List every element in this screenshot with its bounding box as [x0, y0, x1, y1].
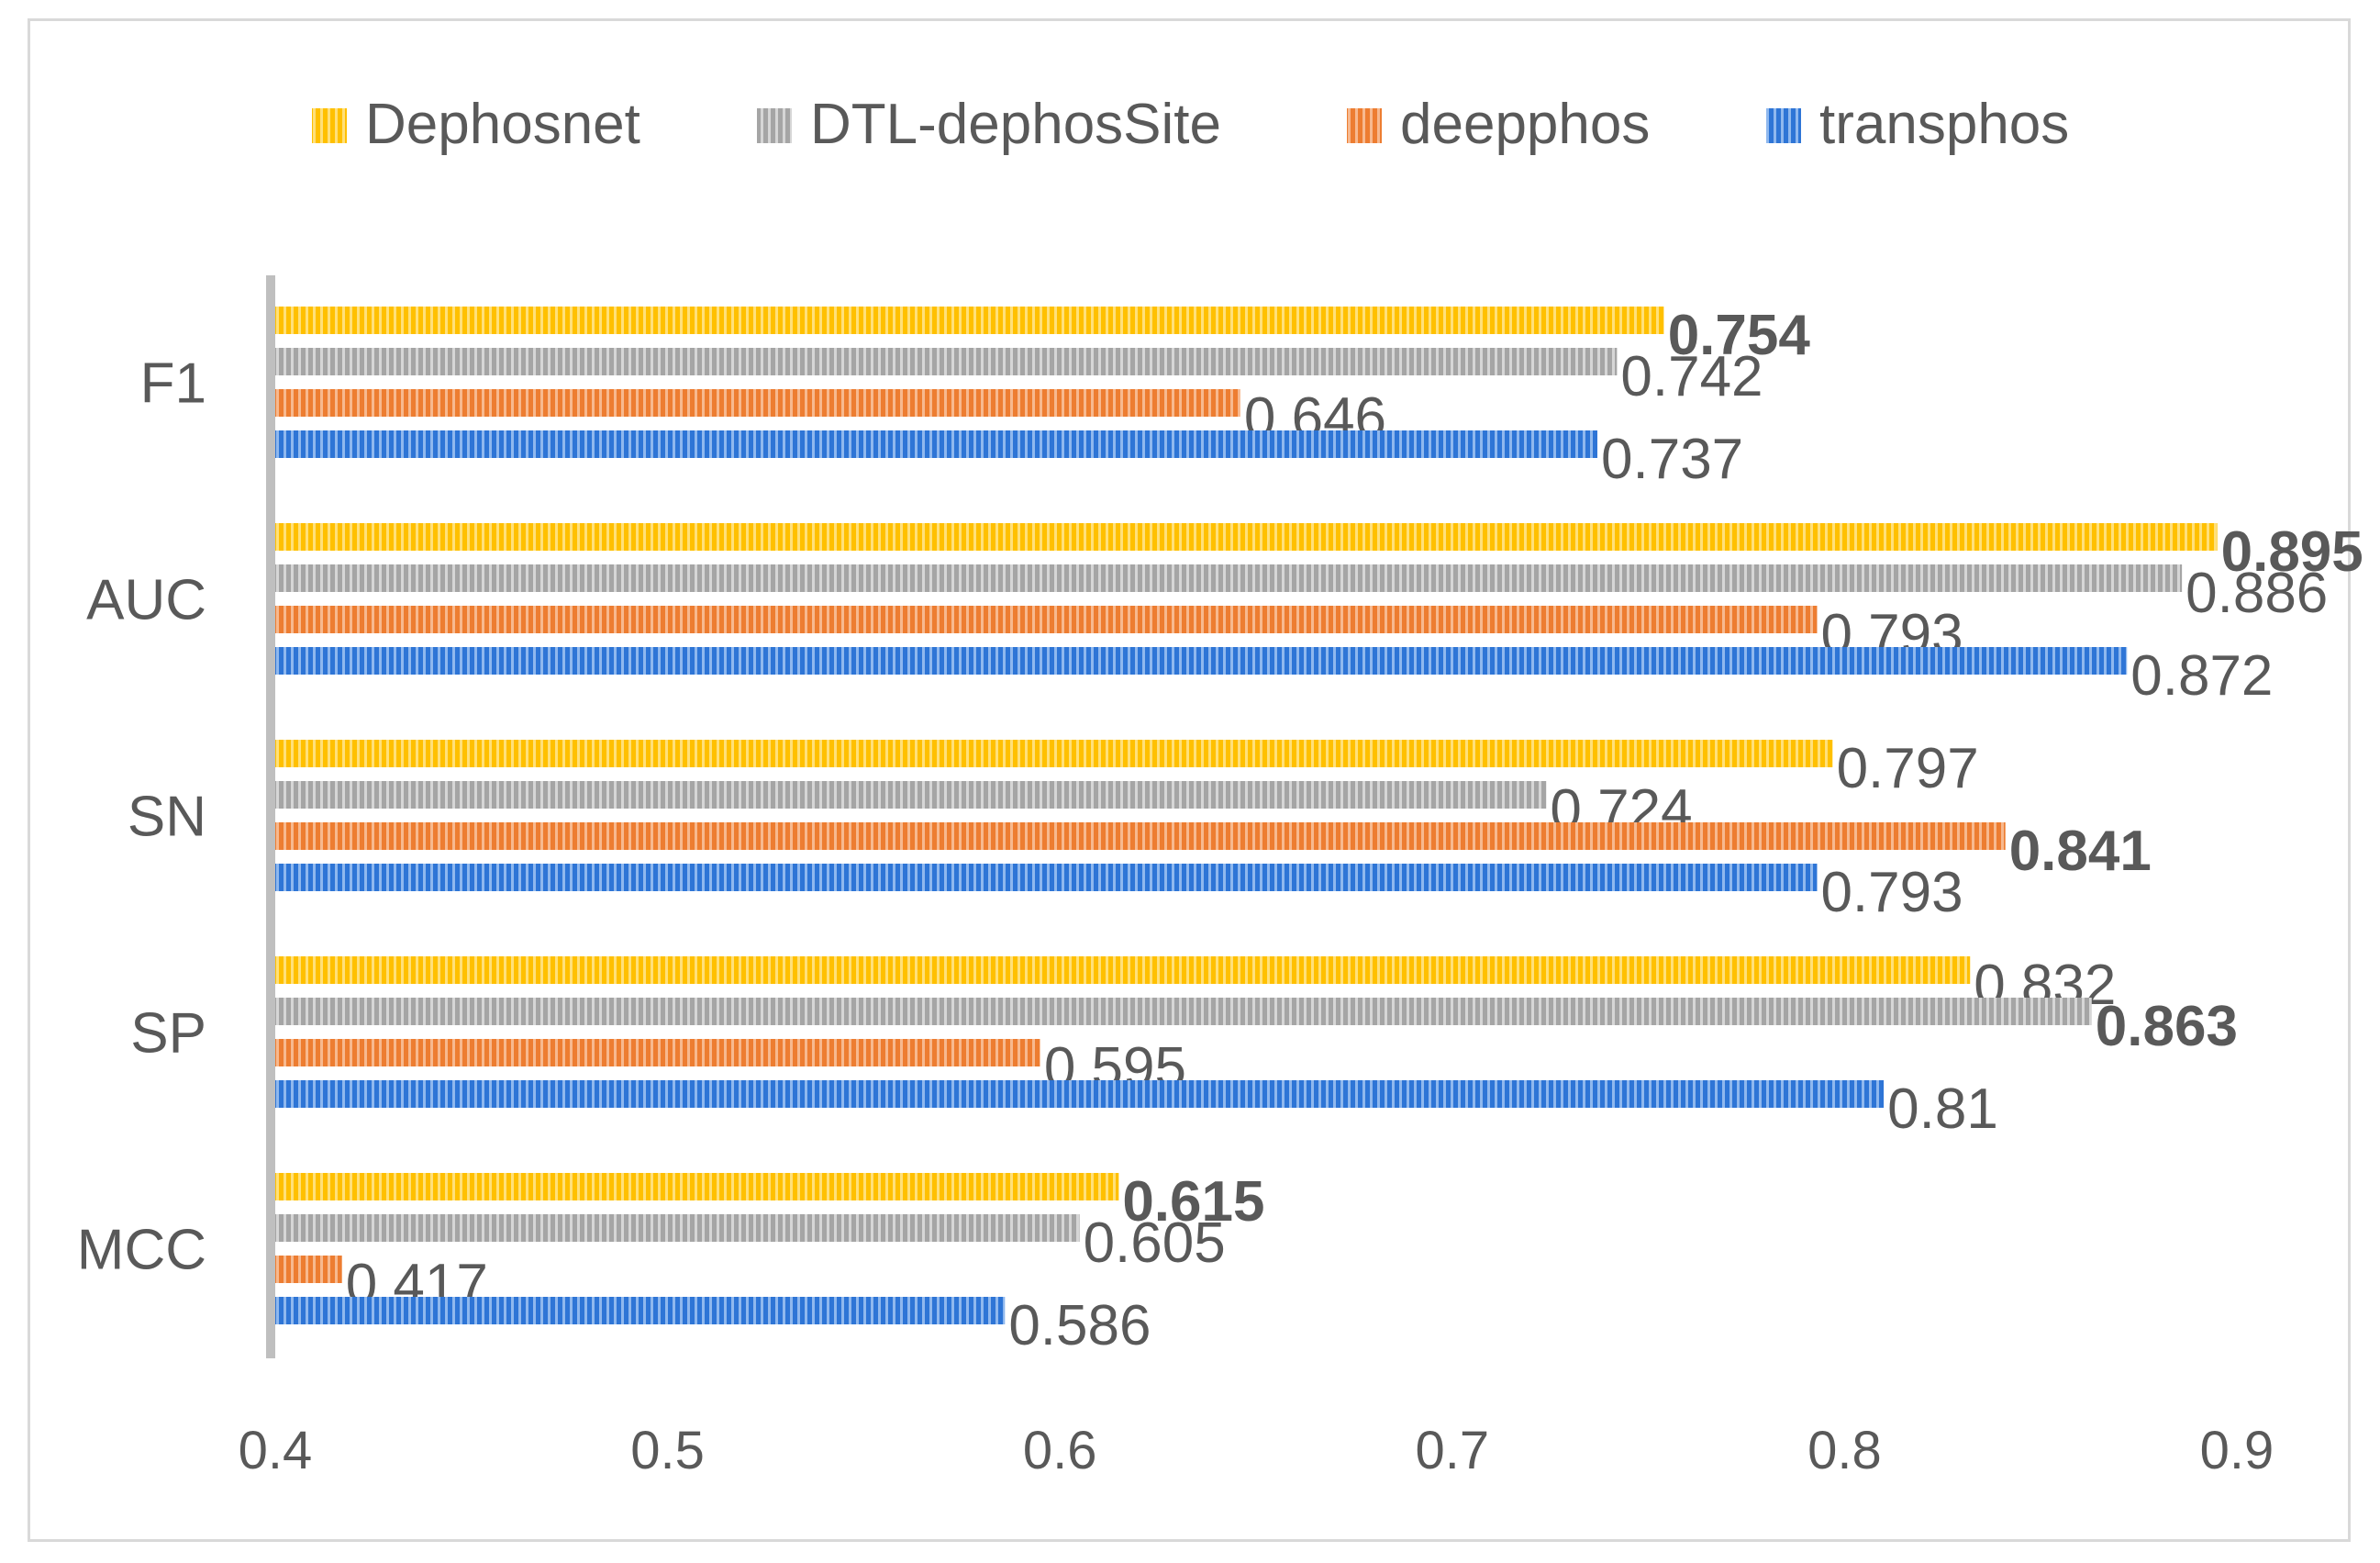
legend-label-dtl-dephossite: DTL-dephosSite — [810, 93, 1221, 156]
x-tick-label-0-7: 0.7 — [1415, 1421, 1489, 1480]
legend-label-deepphos: deepphos — [1400, 93, 1650, 156]
data-label-sp-dtl-dephossite: 0.863 — [2096, 995, 2238, 1058]
bar-sn-deepphos — [275, 822, 2006, 850]
legend-label-transphos: transphos — [1819, 93, 2069, 156]
data-label-mcc-transphos: 0.586 — [1008, 1294, 1151, 1357]
legend-item-deepphos: deepphos — [1347, 93, 1650, 156]
bar-sp-dephosnet — [275, 956, 1971, 984]
legend-item-dtl-dephossite: DTL-dephosSite — [757, 93, 1221, 156]
x-tick-label-0-9: 0.9 — [2200, 1421, 2274, 1480]
bar-mcc-dephosnet — [275, 1173, 1119, 1200]
bar-f1-transphos — [275, 430, 1598, 458]
bar-f1-deepphos — [275, 389, 1240, 417]
data-label-f1-dtl-dephossite: 0.742 — [1620, 345, 1763, 408]
bar-auc-dephosnet — [275, 523, 2218, 551]
data-label-auc-transphos: 0.872 — [2130, 644, 2273, 708]
data-label-f1-dephosnet: 0.754 — [1668, 304, 1811, 367]
legend-swatch-deepphos — [1347, 108, 1382, 143]
legend-item-dephosnet: Dephosnet — [312, 93, 640, 156]
bar-mcc-transphos — [275, 1297, 1006, 1324]
category-label-auc: AUC — [86, 569, 206, 632]
bar-sn-dephosnet — [275, 740, 1833, 767]
bar-auc-deepphos — [275, 606, 1818, 633]
x-tick-label-0-8: 0.8 — [1807, 1421, 1882, 1480]
category-axis-line — [266, 275, 275, 1358]
category-label-sp: SP — [130, 1002, 206, 1066]
legend-swatch-dephosnet — [312, 108, 347, 143]
bar-mcc-deepphos — [275, 1256, 342, 1283]
bar-sn-dtl-dephossite — [275, 781, 1547, 809]
bar-sp-deepphos — [275, 1039, 1040, 1066]
bar-auc-transphos — [275, 647, 2128, 675]
data-label-sn-deepphos: 0.841 — [2009, 820, 2152, 883]
category-label-f1: F1 — [140, 352, 206, 416]
x-tick-label-0-4: 0.4 — [239, 1421, 313, 1480]
legend-label-dephosnet: Dephosnet — [365, 93, 640, 156]
data-label-sp-transphos: 0.81 — [1887, 1077, 1998, 1141]
bar-sp-transphos — [275, 1080, 1885, 1108]
data-label-mcc-dephosnet: 0.615 — [1122, 1170, 1264, 1234]
bars: 0.7540.7420.6460.7370.8950.8860.7930.872… — [275, 304, 2363, 1357]
data-label-auc-dephosnet: 0.895 — [2221, 520, 2363, 584]
data-label-f1-transphos: 0.737 — [1601, 428, 1743, 491]
x-tick-label-0-5: 0.5 — [630, 1421, 705, 1480]
axis: 0.4 0.5 0.6 0.7 0.8 0.9 F1 AUC SN SP MCC — [77, 275, 2274, 1480]
x-tick-label-0-6: 0.6 — [1023, 1421, 1097, 1480]
category-label-mcc: MCC — [77, 1219, 206, 1282]
data-label-sn-transphos: 0.793 — [1820, 861, 1963, 924]
data-label-auc-dtl-dephossite: 0.886 — [2185, 562, 2328, 625]
legend: Dephosnet DTL-dephosSite deepphos transphos — [312, 93, 2069, 156]
bar-mcc-dtl-dephossite — [275, 1214, 1080, 1242]
legend-swatch-transphos — [1766, 108, 1801, 143]
data-label-sn-dephosnet: 0.797 — [1837, 737, 1979, 800]
legend-swatch-dtl-dephossite — [757, 108, 792, 143]
bar-f1-dephosnet — [275, 307, 1664, 334]
chart-frame — [28, 18, 2351, 1542]
bar-sp-dtl-dephossite — [275, 998, 2092, 1025]
bar-sn-transphos — [275, 864, 1818, 891]
data-label-mcc-dtl-dephossite: 0.605 — [1084, 1211, 1226, 1275]
bar-f1-dtl-dephossite — [275, 348, 1618, 375]
category-label-sn: SN — [128, 786, 206, 849]
bar-auc-dtl-dephossite — [275, 564, 2183, 592]
legend-item-transphos: transphos — [1766, 93, 2069, 156]
